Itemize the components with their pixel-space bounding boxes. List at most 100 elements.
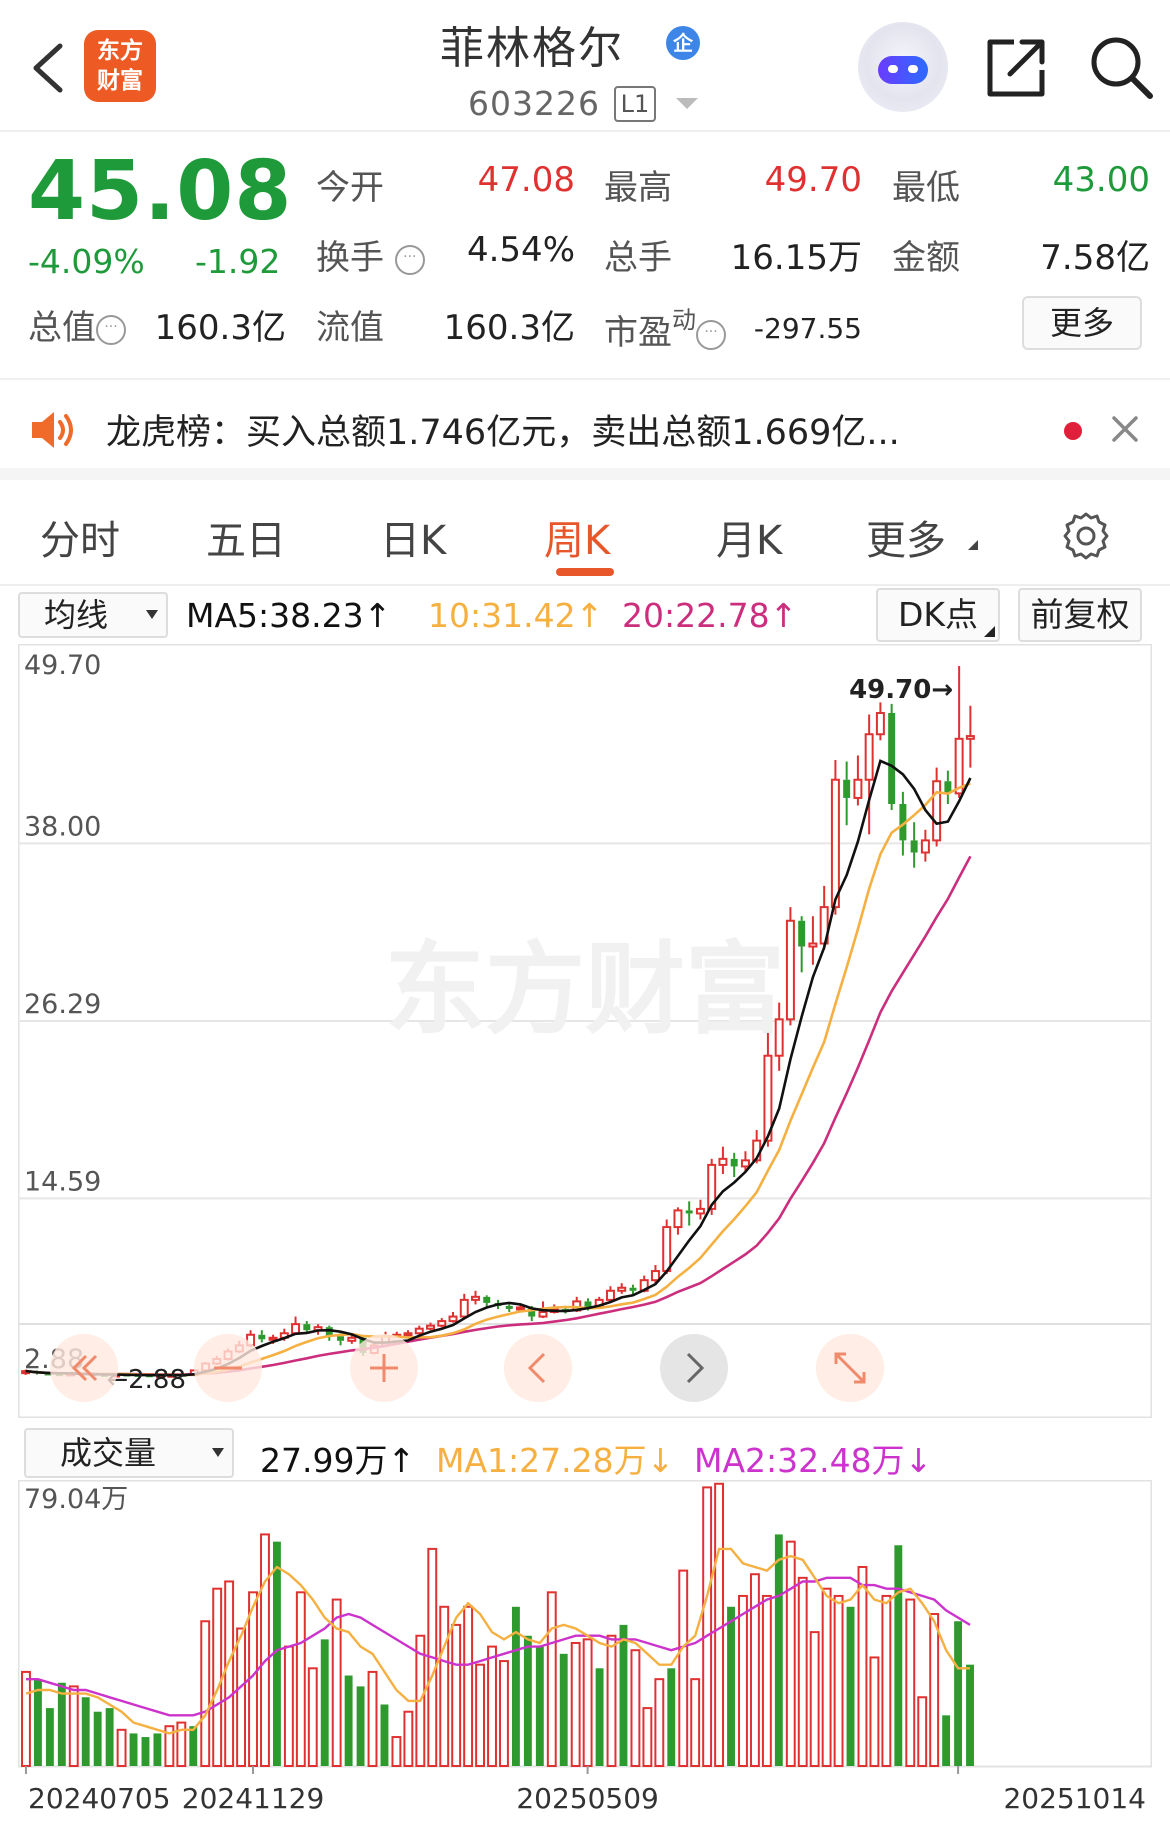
volume-ma1-line — [25, 1547, 970, 1735]
info-icon[interactable]: ··· — [394, 245, 425, 275]
candle — [864, 714, 874, 835]
candle-body — [875, 712, 885, 736]
candle — [685, 1201, 693, 1226]
candle-body — [740, 1159, 750, 1168]
candle-body — [268, 1336, 278, 1341]
icon-path — [834, 1352, 866, 1384]
candle-body — [471, 1295, 480, 1301]
search-icon[interactable] — [1086, 32, 1156, 102]
chevron-left-icon[interactable] — [504, 1334, 572, 1402]
candle-body — [910, 840, 918, 853]
candle — [774, 1002, 784, 1071]
tab-intraday[interactable]: 分时 — [40, 518, 120, 564]
pe-label: 市盈动 ··· — [604, 300, 726, 354]
tab-monthly-k[interactable]: 月K — [716, 518, 783, 564]
candle-body — [538, 1311, 548, 1318]
candle-body — [629, 1287, 637, 1291]
robot-assistant-icon[interactable] — [858, 22, 948, 112]
candle — [843, 761, 851, 826]
volume-bar — [439, 1605, 450, 1767]
candle — [403, 1330, 413, 1337]
volume-bar — [917, 1696, 928, 1767]
candle-body — [347, 1336, 357, 1342]
volume-bar — [380, 1704, 389, 1766]
candle-body — [965, 735, 975, 740]
unread-dot — [1064, 422, 1082, 440]
volume-chart[interactable]: 79.04万 20240705 20241129 20250509 20251014 — [18, 1480, 1152, 1824]
watermark-text: 东方财富 — [385, 931, 785, 1048]
candle-body — [774, 1018, 784, 1057]
candle — [505, 1304, 513, 1313]
volume-bar — [546, 1591, 557, 1767]
adjust-button[interactable]: 前复权 — [1018, 588, 1142, 642]
change-amount: -1.92 — [195, 242, 281, 281]
candle — [808, 916, 818, 965]
candle-body — [650, 1270, 660, 1282]
candle-body — [899, 803, 907, 841]
volume-bar — [487, 1645, 497, 1767]
volume-bar — [654, 1678, 665, 1767]
candle-body — [584, 1301, 592, 1308]
level-badge[interactable]: L1 — [614, 86, 656, 122]
volume-bar — [929, 1613, 940, 1767]
tab-more[interactable]: 更多 — [866, 518, 946, 564]
speaker-icon — [32, 412, 73, 448]
icon-path — [686, 1352, 705, 1384]
volume-bar — [164, 1725, 175, 1768]
info-icon[interactable]: ··· — [696, 320, 726, 350]
back-arrow-icon[interactable] — [30, 42, 66, 94]
volume-bar — [260, 1533, 270, 1767]
rewind-icon[interactable] — [50, 1334, 118, 1402]
info-icon[interactable]: ··· — [96, 315, 126, 345]
market-cap-label: 总值 ··· — [28, 300, 126, 349]
share-icon[interactable] — [984, 34, 1050, 100]
active-tab-indicator — [556, 568, 614, 576]
close-icon[interactable] — [1110, 414, 1140, 444]
volume-bar — [224, 1580, 235, 1767]
indicator-select[interactable]: 均线 — [18, 592, 168, 638]
candle-body — [516, 1306, 525, 1311]
price-axis-label: 38.00 — [24, 811, 101, 842]
expand-icon[interactable] — [816, 1334, 884, 1402]
candle-body — [888, 713, 896, 804]
low-value: 43.00 — [1052, 160, 1150, 200]
volume-bar — [727, 1606, 735, 1766]
volume-axis-label: 79.04万 — [24, 1484, 128, 1515]
volume-bar — [21, 1670, 31, 1767]
dk-point-button[interactable]: DK点 — [876, 588, 1000, 642]
candle-body — [448, 1315, 458, 1323]
candle — [258, 1330, 266, 1343]
x-tick-label: 20240705 — [28, 1782, 171, 1815]
dropdown-arrow-icon — [212, 1448, 224, 1457]
chevron-down-icon[interactable] — [676, 98, 698, 109]
market-cap-value: 160.3亿 — [154, 308, 286, 348]
candle-body — [954, 737, 964, 795]
candle-body — [528, 1307, 536, 1317]
tab-weekly-k[interactable]: 周K — [544, 518, 611, 564]
candle — [673, 1207, 683, 1235]
volume-bar — [738, 1594, 748, 1768]
volume-indicator-select[interactable]: 成交量 — [24, 1428, 234, 1478]
volume-bar — [451, 1623, 462, 1767]
tab-daily-k[interactable]: 日K — [380, 518, 447, 564]
volume-bar — [391, 1736, 402, 1768]
zoom-in-icon[interactable] — [350, 1334, 418, 1402]
volume-bar — [153, 1733, 162, 1766]
price-axis-label: 14.59 — [24, 1166, 101, 1197]
candle-body — [403, 1332, 413, 1337]
candle-body — [437, 1320, 447, 1327]
zoom-out-icon[interactable] — [194, 1334, 262, 1402]
tab-five-day[interactable]: 五日 — [206, 518, 286, 564]
volume-bar — [606, 1634, 617, 1767]
volume-bar — [189, 1726, 198, 1766]
app-logo[interactable]: 东方 财富 — [84, 30, 156, 102]
notice-bar[interactable]: 龙虎榜：买入总额1.746亿元，卖出总额1.669亿... — [0, 378, 1170, 480]
more-button[interactable]: 更多 — [1022, 296, 1142, 350]
icon-path — [370, 1354, 398, 1382]
volume-bar — [129, 1733, 138, 1766]
notice-text[interactable]: 龙虎榜：买入总额1.746亿元，卖出总额1.669亿... — [106, 413, 900, 453]
volume-bar — [905, 1598, 916, 1768]
gear-icon[interactable] — [1060, 510, 1112, 562]
chevron-right-icon[interactable] — [660, 1334, 728, 1402]
